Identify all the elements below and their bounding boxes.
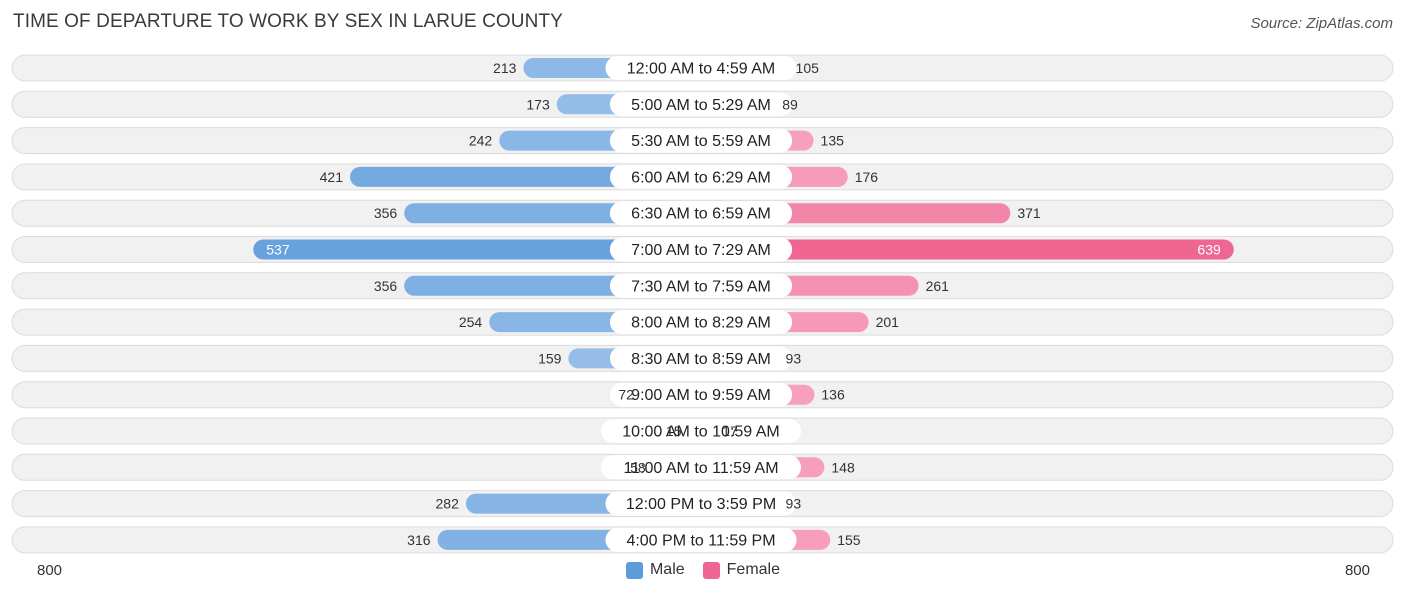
source-note: Source: ZipAtlas.com bbox=[1250, 15, 1393, 32]
male-bar bbox=[253, 239, 701, 260]
category-label: 7:30 AM to 7:59 AM bbox=[631, 278, 771, 295]
male-value-label: 316 bbox=[407, 532, 431, 548]
female-value-label: 93 bbox=[786, 350, 802, 366]
male-value-label: 356 bbox=[374, 278, 398, 294]
category-label-pill bbox=[609, 201, 793, 226]
female-value-label: 201 bbox=[876, 314, 900, 330]
female-value-label: 261 bbox=[926, 278, 950, 294]
category-label-pill bbox=[605, 56, 797, 80]
category-label-pill bbox=[609, 164, 793, 189]
male-value-label: 254 bbox=[459, 314, 483, 330]
legend-female-label: Female bbox=[726, 561, 781, 578]
male-value-label: 213 bbox=[493, 60, 517, 76]
legend-male-label: Male bbox=[649, 561, 685, 578]
category-label: 9:00 AM to 9:59 AM bbox=[631, 387, 771, 404]
category-label: 10:00 AM to 10:59 AM bbox=[622, 424, 779, 441]
male-value-label: 72 bbox=[618, 387, 634, 403]
female-value-label: 176 bbox=[855, 169, 879, 185]
male-value-label: 282 bbox=[436, 496, 460, 512]
female-value-label: 155 bbox=[837, 532, 861, 548]
category-label-pill bbox=[601, 455, 801, 480]
category-label-pill bbox=[609, 92, 793, 117]
female-swatch bbox=[702, 561, 720, 579]
male-value-label: 537 bbox=[266, 242, 290, 258]
male-value-label: 242 bbox=[469, 133, 493, 149]
category-label: 12:00 AM to 4:59 AM bbox=[627, 61, 776, 78]
male-value-label: 58 bbox=[630, 459, 646, 475]
female-value-label: 136 bbox=[821, 387, 845, 403]
legend-item-female[interactable]: Female bbox=[702, 561, 781, 579]
female-value-label: 371 bbox=[1017, 205, 1041, 221]
category-label: 6:00 AM to 6:29 AM bbox=[631, 169, 771, 186]
category-label-pill bbox=[609, 382, 793, 407]
category-label-pill bbox=[609, 346, 793, 371]
chart-title: TIME OF DEPARTURE TO WORK BY SEX IN LARU… bbox=[13, 11, 563, 32]
category-label: 12:00 PM to 3:59 PM bbox=[626, 496, 776, 513]
female-bar bbox=[701, 239, 1234, 260]
axis-left-label: 800 bbox=[37, 562, 63, 579]
female-value-label: 105 bbox=[796, 60, 820, 76]
female-value-label: 148 bbox=[831, 459, 855, 475]
male-value-label: 15 bbox=[666, 423, 682, 439]
category-label: 6:30 AM to 6:59 AM bbox=[631, 206, 771, 223]
male-swatch bbox=[625, 561, 643, 579]
legend: Male Female bbox=[0, 561, 1406, 579]
female-value-label: 135 bbox=[821, 133, 845, 149]
female-value-label: 93 bbox=[786, 496, 802, 512]
category-label: 4:00 PM to 11:59 PM bbox=[626, 532, 775, 549]
category-label: 7:00 AM to 7:29 AM bbox=[631, 242, 771, 259]
axis-right-label: 800 bbox=[1344, 562, 1370, 579]
category-label: 5:00 AM to 5:29 AM bbox=[631, 97, 771, 114]
category-label: 8:00 AM to 8:29 AM bbox=[631, 315, 771, 332]
female-value-label: 17 bbox=[722, 423, 738, 439]
category-label-pill bbox=[601, 419, 801, 443]
male-value-label: 421 bbox=[320, 169, 344, 185]
diverging-bar-chart: 12:00 AM to 4:59 AM 213 105 5:00 AM to 5:29… bbox=[11, 54, 1394, 554]
category-label-pill bbox=[609, 128, 793, 153]
category-label-pill bbox=[605, 491, 797, 516]
category-label-pill bbox=[609, 310, 793, 335]
category-label: 11:00 AM to 11:59 AM bbox=[623, 460, 778, 477]
category-label-pill bbox=[605, 527, 797, 552]
female-value-label: 89 bbox=[782, 96, 798, 112]
category-label: 8:30 AM to 8:59 AM bbox=[631, 351, 771, 368]
category-label: 5:30 AM to 5:59 AM bbox=[631, 133, 771, 150]
legend-item-male[interactable]: Male bbox=[625, 561, 685, 579]
male-value-label: 159 bbox=[538, 350, 562, 366]
male-value-label: 356 bbox=[374, 205, 398, 221]
category-label-pill bbox=[609, 237, 793, 262]
male-value-label: 173 bbox=[526, 96, 550, 112]
female-value-label: 639 bbox=[1197, 242, 1221, 258]
category-label-pill bbox=[609, 273, 793, 298]
